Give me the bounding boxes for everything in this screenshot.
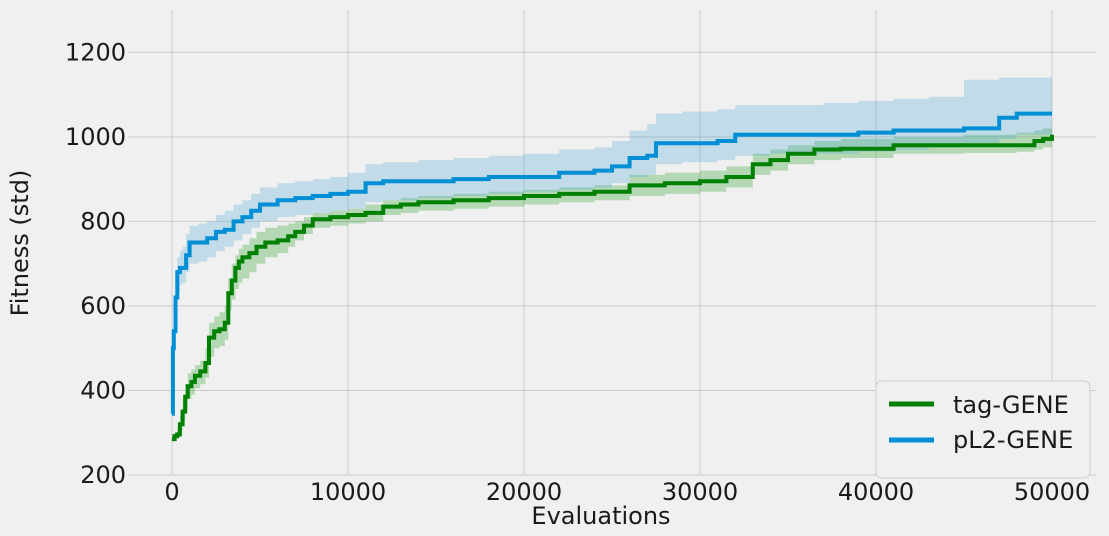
x-tick-label: 30000 [662,478,738,506]
x-tick-label: 20000 [486,478,562,506]
y-tick-label: 200 [80,461,126,489]
y-tick-label: 1200 [65,38,126,66]
legend: tag-GENE pL2-GENE [875,380,1091,479]
std-band-pl2-gene [172,77,1052,416]
std-bands [172,77,1052,442]
x-tick-labels: 0 10000 20000 30000 40000 50000 [164,478,1090,506]
x-tick-label: 0 [164,478,179,506]
y-tick-label: 400 [80,376,126,404]
legend-label-pl2-gene: pL2-GENE [953,426,1073,454]
std-band-tag-gene [172,124,1052,442]
y-tick-label: 800 [80,207,126,235]
y-tick-label: 600 [80,292,126,320]
series-lines [170,111,1054,442]
x-tick-label: 40000 [838,478,914,506]
y-tick-label: 1000 [65,123,126,151]
x-tick-label: 10000 [310,478,386,506]
y-tick-labels: 200 400 600 800 1000 1200 [65,38,126,489]
y-axis-label: Fitness (std) [6,170,34,317]
series-line-pl2-gene [170,111,1052,416]
legend-label-tag-gene: tag-GENE [953,391,1069,419]
x-axis-label: Evaluations [531,502,670,530]
x-tick-label: 50000 [1014,478,1090,506]
series-line-tag-gene [172,134,1054,442]
grid-lines [128,10,1096,476]
